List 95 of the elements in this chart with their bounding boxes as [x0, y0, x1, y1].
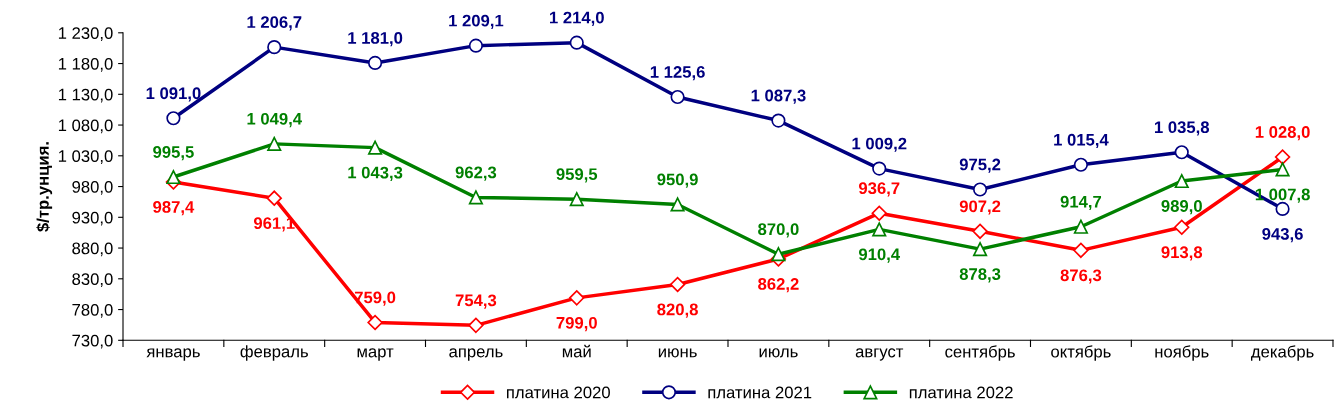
legend-label: платина 2020 — [507, 386, 610, 399]
legend-label: платина 2021 — [708, 386, 812, 399]
data-label: 799,0 — [556, 316, 597, 332]
x-tick-label: январь — [146, 348, 200, 361]
x-tick-label: июль — [759, 348, 798, 358]
x-tick-label: сентябрь — [945, 345, 1015, 361]
point — [266, 190, 282, 206]
data-label: 1 209,1 — [449, 14, 504, 29]
data-label: 936,7 — [858, 182, 900, 197]
data-label: 878,3 — [959, 268, 1001, 283]
data-label: 862,2 — [758, 278, 799, 293]
x-tick-label: апрель — [449, 348, 503, 361]
data-label: 1 206,7 — [247, 16, 302, 31]
y-axis-title: $/тр.унция. — [36, 142, 53, 232]
legend-label: платина 2022 — [909, 386, 1013, 399]
y-tick-label: 1 030,0 — [58, 150, 113, 164]
data-label: 1 181,0 — [348, 32, 403, 47]
point — [569, 192, 584, 207]
point — [367, 314, 383, 331]
data-label: 759,0 — [354, 291, 396, 306]
point — [367, 140, 383, 155]
point — [1174, 219, 1190, 235]
x-tick-label: март — [357, 348, 394, 361]
point — [972, 242, 988, 257]
data-label: 1 009,2 — [852, 137, 907, 152]
data-label: 1 125,6 — [650, 66, 705, 81]
x-tick-label: октябрь — [1051, 345, 1111, 361]
x-tick-label: май — [562, 344, 591, 358]
point — [670, 197, 685, 212]
data-label: 1 087,3 — [751, 89, 806, 104]
point — [1174, 173, 1189, 189]
data-label: 910,4 — [858, 248, 901, 263]
data-label: 961,1 — [253, 217, 295, 232]
data-label: 1 028,0 — [1255, 126, 1310, 141]
data-label: 950,9 — [657, 173, 698, 188]
data-label: 914,7 — [1060, 195, 1102, 210]
data-label: 1 015,4 — [1054, 133, 1109, 149]
point — [972, 182, 988, 197]
point — [468, 190, 484, 205]
y-tick-label: 930,0 — [72, 211, 113, 226]
y-tick-label: 1 130,0 — [58, 88, 113, 103]
data-label: 943,6 — [1262, 228, 1303, 243]
y-tick-label: 730,0 — [72, 334, 113, 349]
y-tick-label: 1 080,0 — [58, 119, 113, 134]
point — [569, 290, 585, 306]
point — [1073, 157, 1088, 172]
point — [1275, 162, 1290, 177]
x-tick-label: декабрь — [1251, 345, 1314, 361]
data-label: 1 035,8 — [1154, 121, 1210, 136]
y-tick-label: 780,0 — [72, 303, 113, 318]
data-label: 959,5 — [556, 168, 598, 183]
point — [670, 89, 685, 105]
point — [267, 40, 282, 55]
point — [166, 111, 181, 126]
point — [1073, 219, 1088, 234]
point — [1274, 149, 1291, 165]
point — [367, 55, 383, 71]
data-label: 754,3 — [455, 294, 497, 309]
y-tick-label: 980,0 — [72, 180, 113, 195]
data-label: 975,2 — [959, 158, 1001, 173]
x-tick-label: февраль — [240, 345, 308, 361]
point — [872, 222, 887, 237]
data-label: 870,0 — [758, 223, 799, 238]
x-tick-label: ноябрь — [1155, 345, 1209, 361]
y-tick-label: 1 180,0 — [58, 57, 113, 72]
point — [972, 223, 988, 240]
point — [669, 276, 686, 293]
y-tick-label: 1 230,0 — [58, 27, 113, 41]
point — [267, 136, 282, 151]
x-tick-label: июнь — [658, 348, 697, 358]
data-label: 820,8 — [657, 303, 698, 318]
data-label: 987,4 — [153, 201, 195, 216]
point — [569, 35, 584, 50]
data-label: 907,2 — [959, 200, 1001, 215]
data-label: 1 049,4 — [247, 112, 302, 128]
x-tick-label: август — [855, 348, 904, 361]
data-label: 1 043,3 — [348, 166, 403, 181]
data-label: 962,3 — [455, 166, 497, 181]
data-label: 995,5 — [153, 146, 194, 161]
point — [872, 161, 887, 176]
data-label: 1 214,0 — [550, 11, 604, 26]
point — [166, 169, 181, 185]
point — [468, 38, 484, 53]
point — [1073, 242, 1089, 259]
data-label: 876,3 — [1060, 269, 1102, 284]
point — [771, 247, 786, 262]
y-tick-label: 830,0 — [72, 273, 113, 287]
point — [871, 205, 887, 221]
point — [771, 113, 786, 128]
point — [468, 317, 484, 334]
data-label: 989,0 — [1161, 200, 1202, 215]
y-tick-label: 880,0 — [72, 242, 113, 257]
point — [1174, 145, 1189, 160]
data-label: 913,8 — [1161, 246, 1203, 261]
data-label: 1 091,0 — [146, 87, 201, 102]
